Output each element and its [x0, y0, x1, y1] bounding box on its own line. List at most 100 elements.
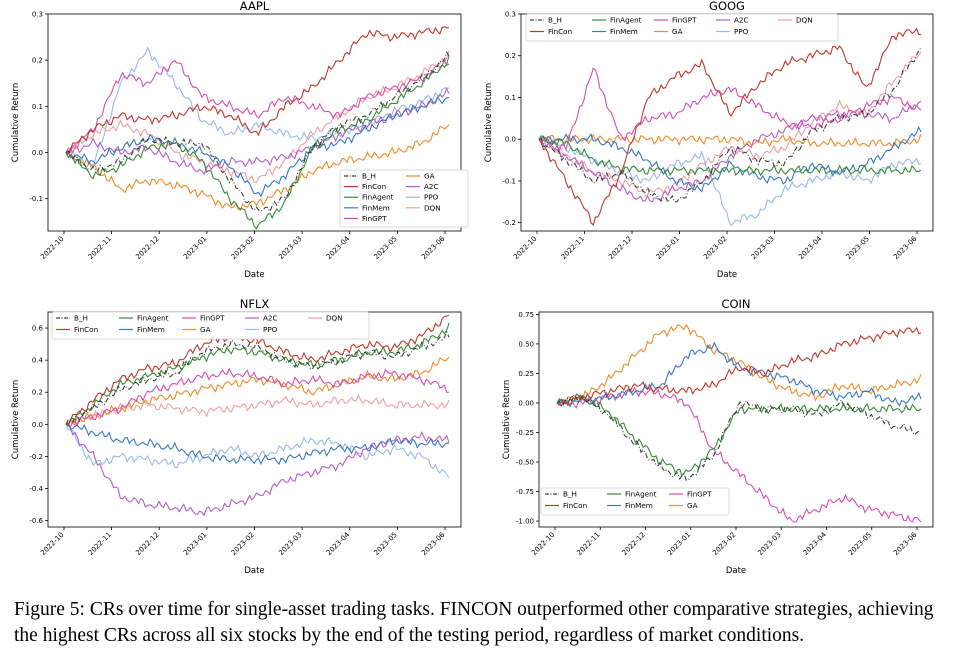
series-line-dqn	[65, 50, 450, 184]
y-tick-label: 0.0	[32, 421, 43, 429]
x-tick-label: 2022-10	[530, 531, 556, 557]
x-tick-label: 2023-05	[372, 531, 398, 557]
x-tick-label: 2023-05	[845, 235, 871, 261]
legend-label-finmem: FinMem	[362, 203, 390, 212]
x-tick-label: 2022-12	[607, 235, 633, 261]
x-tick-label: 2022-11	[575, 531, 601, 557]
legend-label-ga: GA	[200, 325, 211, 334]
series-line-b-h	[65, 330, 450, 425]
caption-fincon-word: FINCON	[439, 599, 513, 620]
y-tick-label: 0.1	[32, 103, 43, 111]
caption-text-before: CRs over time for single-asset trading t…	[89, 599, 435, 620]
x-tick-label: 2022-11	[87, 531, 113, 557]
series-line-finagent	[538, 135, 922, 177]
legend-label-ppo: PPO	[734, 27, 749, 36]
x-tick-label: 2023-04	[325, 530, 352, 557]
y-tick-label: 0.3	[32, 11, 43, 19]
x-tick-label: 2022-12	[621, 531, 647, 557]
chart-title: AAPL	[240, 0, 270, 13]
x-tick-label: 2023-01	[666, 531, 692, 557]
legend-label-fincon: FinCon	[548, 27, 572, 36]
y-tick-label: -0.4	[29, 485, 43, 493]
series-line-fincon	[556, 326, 922, 407]
series-line-a2c	[65, 422, 450, 517]
legend-label-dqn: DQN	[796, 16, 813, 25]
x-tick-label: 2023-05	[847, 531, 873, 557]
series-line-b-h	[538, 47, 922, 204]
series-line-fincon	[538, 27, 922, 226]
x-tick-label: 2023-06	[420, 234, 447, 261]
x-tick-label: 2023-02	[230, 235, 256, 261]
chart-coin: COIN -1.00 -0.75 -0.50 -0.25 0.00 0.25 0.50 0.75…	[502, 297, 934, 576]
series-line-fincon	[65, 314, 450, 426]
chart-goog: GOOG -0.2 -0.1 0.0 0.1 0.2 0.3 2022-10 2022-11 20…	[484, 0, 934, 280]
legend-label-fincon: FinCon	[563, 501, 587, 510]
legend-label-fingpt: FinGPT	[200, 314, 225, 323]
chart-title: GOOG	[709, 0, 745, 13]
legend-label-a2c: A2C	[263, 314, 278, 323]
y-tick-label: 0.2	[32, 57, 43, 65]
y-tick-label: -0.2	[502, 219, 516, 227]
x-tick-label: 2022-10	[512, 235, 538, 261]
legend-label-ppo: PPO	[263, 325, 278, 334]
series-line-ga	[65, 124, 450, 212]
legend: B_H FinCon FinAgent FinMem FinGPT GA	[540, 487, 730, 516]
x-tick-label: 2022-12	[134, 531, 160, 557]
legend-label-fincon: FinCon	[362, 182, 386, 191]
legend-label-ga: GA	[424, 172, 435, 181]
y-tick-label: -0.6	[29, 517, 43, 525]
y-tick-label: -0.50	[516, 459, 534, 467]
series-line-fingpt	[556, 386, 922, 523]
series-line-finagent	[65, 55, 450, 230]
x-tick-label: 2022-10	[39, 531, 65, 557]
series-line-finagent	[65, 322, 450, 427]
y-tick-label: -0.1	[29, 195, 43, 203]
legend-label-ga: GA	[687, 501, 698, 510]
legend-label-dqn: DQN	[424, 203, 441, 212]
x-tick-label: 2023-05	[372, 235, 398, 261]
legend-label-b-h: B_H	[74, 314, 88, 323]
chart-nflx: NFLX -0.6 -0.4 -0.2 0.0 0.2 0.4 0.6 2022-10 2022-…	[11, 297, 462, 576]
y-tick-label: 0.2	[32, 389, 43, 397]
legend-box	[525, 13, 839, 42]
y-tick-label: 0.1	[505, 94, 516, 102]
x-tick-label: 2023-03	[750, 235, 776, 261]
series-line-ga	[538, 133, 922, 148]
series-line-a2c	[65, 87, 450, 176]
x-tick-label: 2022-11	[87, 235, 113, 261]
x-tick-label: 2022-11	[560, 235, 586, 261]
x-tick-label: 2023-03	[277, 235, 303, 261]
series-line-ppo	[65, 424, 450, 479]
series-line-ga	[556, 323, 922, 407]
series-line-fincon	[65, 26, 450, 155]
legend-label-a2c: A2C	[734, 16, 749, 25]
x-tick-label: 2023-04	[802, 530, 829, 557]
x-axis-label: Date	[244, 566, 264, 576]
x-tick-label: 2023-02	[230, 531, 256, 557]
x-tick-label: 2022-10	[39, 235, 65, 261]
y-axis-label: Cumulative Return	[502, 380, 512, 459]
y-tick-label: 0.3	[505, 11, 516, 19]
legend-box	[339, 169, 469, 228]
plot-area	[520, 13, 934, 232]
x-axis-label: Date	[726, 566, 746, 576]
series-line-fingpt	[65, 367, 450, 428]
legend-label-finagent: FinAgent	[610, 16, 642, 25]
x-tick-label: 2023-01	[182, 235, 208, 261]
x-axis-label: Date	[717, 270, 737, 280]
x-tick-label: 2023-06	[892, 234, 919, 261]
x-tick-label: 2023-02	[702, 235, 728, 261]
legend-label-fingpt: FinGPT	[362, 214, 387, 223]
legend-box	[51, 311, 370, 340]
legend-label-ppo: PPO	[424, 193, 439, 202]
series-line-finmem	[65, 95, 450, 198]
chart-aapl: AAPL -0.1 0.0 0.1 0.2 0.3 2022-10 2022-11 2022-1…	[11, 0, 469, 280]
series-line-dqn	[65, 393, 450, 428]
y-axis-label: Cumulative Return	[484, 83, 494, 162]
y-tick-label: -0.75	[516, 488, 534, 496]
y-tick-label: -0.2	[29, 453, 43, 461]
series-line-finagent	[556, 393, 922, 477]
